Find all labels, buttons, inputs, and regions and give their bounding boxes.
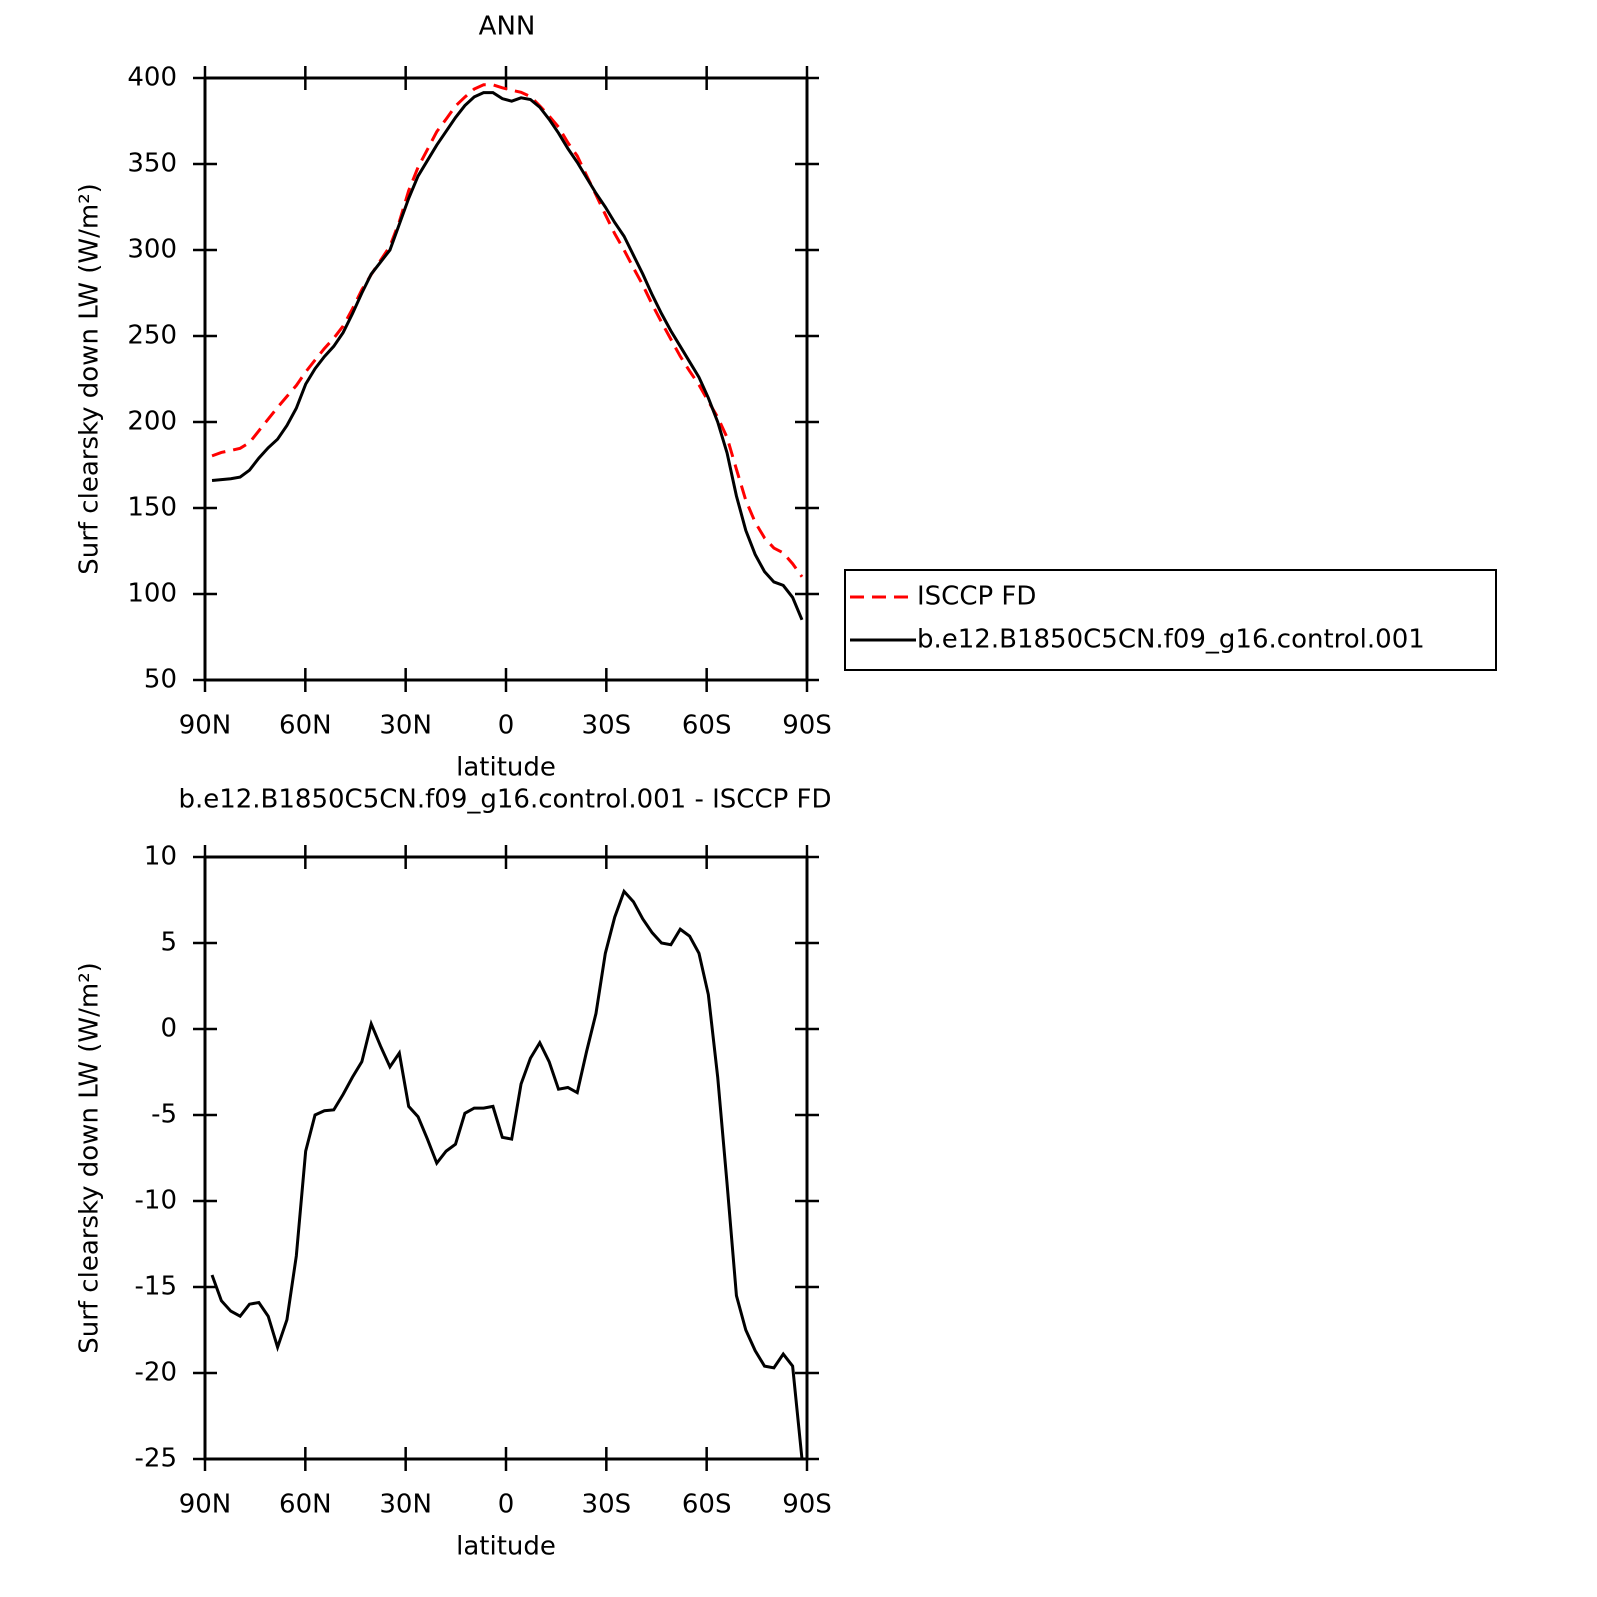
legend-label: b.e12.B1850C5CN.f09_g16.control.001 (917, 625, 1425, 655)
x-tick-label: 90S (782, 711, 832, 741)
y-axis-label: Surf clearsky down LW (W/m²) (75, 962, 105, 1354)
y-tick-label: -10 (135, 1186, 177, 1216)
data-line (211, 83, 804, 578)
x-tick-label: 30N (379, 711, 432, 741)
chart-title: ANN (479, 12, 536, 42)
y-tick-label: 200 (127, 407, 177, 437)
x-axis-label: latitude (456, 1532, 556, 1562)
x-tick-label: 30N (379, 1490, 432, 1520)
legend-label: ISCCP FD (917, 582, 1036, 612)
y-axis-label: Surf clearsky down LW (W/m²) (75, 183, 105, 575)
x-tick-label: 90S (782, 1490, 832, 1520)
x-tick-label: 90N (179, 711, 232, 741)
y-tick-label: 400 (127, 63, 177, 93)
y-tick-label: 150 (127, 493, 177, 523)
y-tick-label: 0 (160, 1014, 177, 1044)
y-tick-label: 250 (127, 321, 177, 351)
y-tick-label: 50 (144, 665, 177, 695)
y-tick-label: 5 (160, 928, 177, 958)
x-tick-label: 30S (582, 711, 632, 741)
y-tick-label: 300 (127, 235, 177, 265)
plot-frame (203, 855, 809, 1461)
x-tick-label: 0 (498, 711, 515, 741)
y-tick-label: -15 (135, 1272, 177, 1302)
chart-title: b.e12.B1850C5CN.f09_g16.control.001 - IS… (178, 785, 831, 815)
x-tick-label: 60N (279, 711, 332, 741)
y-tick-label: 350 (127, 149, 177, 179)
x-tick-label: 0 (498, 1490, 515, 1520)
data-line (211, 91, 804, 621)
x-tick-label: 60N (279, 1490, 332, 1520)
x-tick-label: 60S (682, 1490, 732, 1520)
legend-box (844, 569, 1497, 671)
y-tick-label: 10 (144, 842, 177, 872)
y-tick-label: -20 (135, 1358, 177, 1388)
plot-frame (203, 76, 809, 682)
x-axis-label: latitude (456, 753, 556, 783)
y-tick-label: -25 (135, 1444, 177, 1474)
data-line (210, 888, 804, 1460)
y-tick-label: -5 (151, 1100, 177, 1130)
x-tick-label: 90N (179, 1490, 232, 1520)
x-tick-label: 60S (682, 711, 732, 741)
x-tick-label: 30S (582, 1490, 632, 1520)
y-tick-label: 100 (127, 579, 177, 609)
